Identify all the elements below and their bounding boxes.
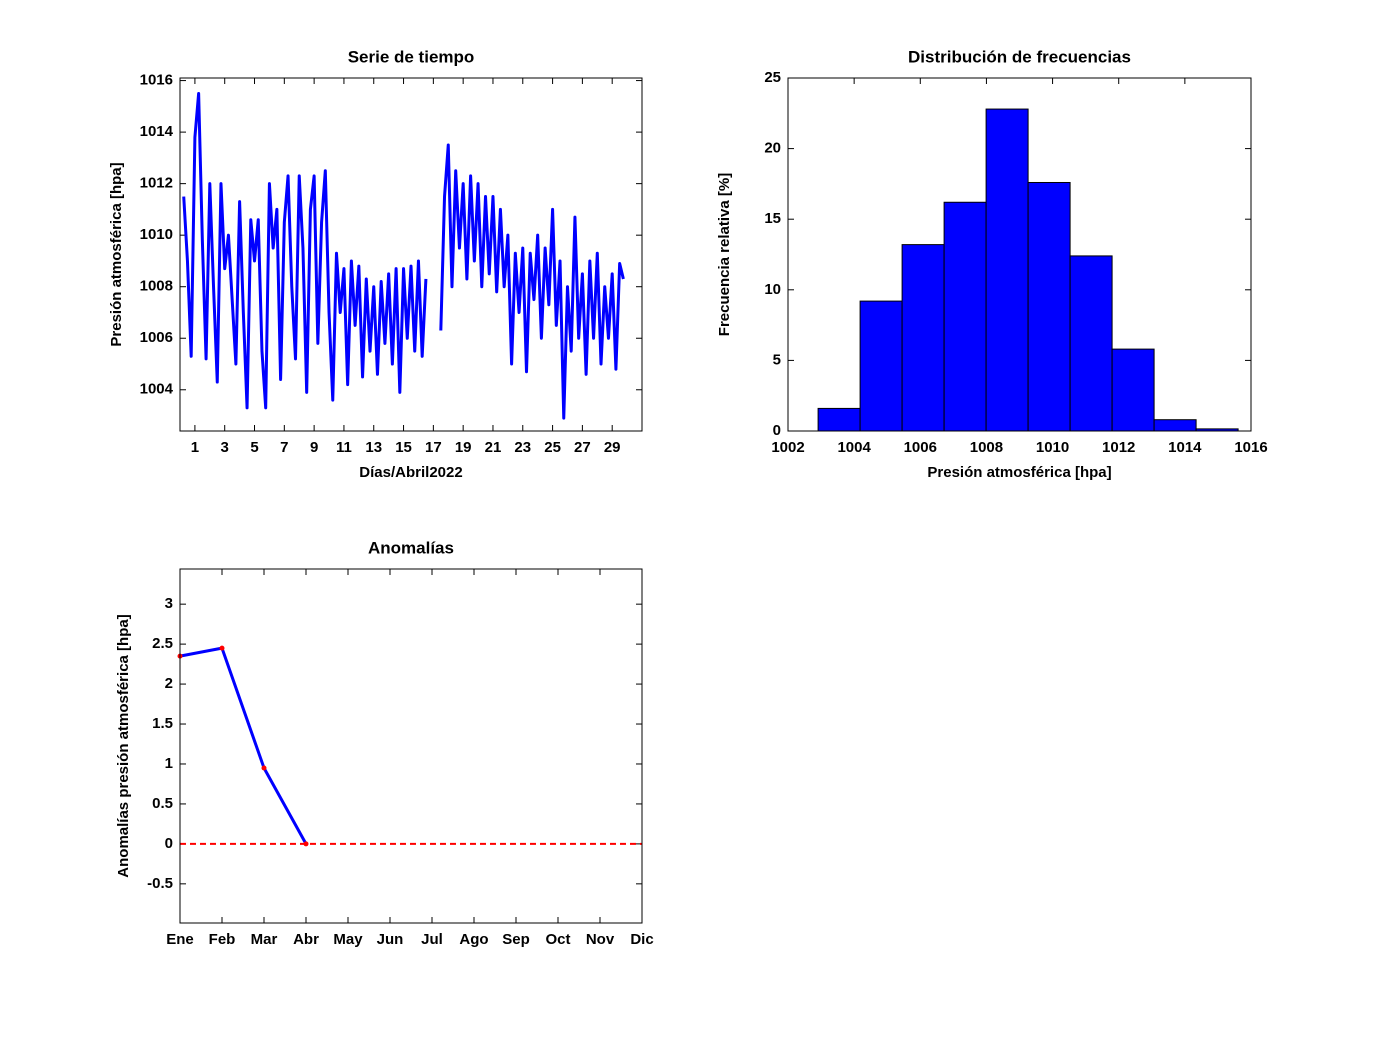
data-point [219, 645, 225, 651]
x-tick-label: Feb [209, 931, 236, 948]
data-line [182, 91, 625, 420]
x-tick-label: 27 [574, 439, 591, 456]
x-axis-label: Presión atmosférica [hpa] [927, 464, 1111, 481]
y-tick-label: 25 [764, 69, 781, 86]
y-tick-label: 20 [764, 140, 781, 157]
x-tick-label: 7 [280, 439, 288, 456]
x-tick-label: 23 [514, 439, 531, 456]
data-line [179, 646, 308, 845]
y-tick-label: 0 [165, 835, 173, 852]
x-tick-label: 1012 [1102, 439, 1135, 456]
x-tick-label: May [333, 931, 363, 948]
bar [1069, 255, 1113, 432]
x-tick-label: Ene [166, 931, 194, 948]
x-tick-label: 1010 [1036, 439, 1069, 456]
y-tick-label: 5 [773, 351, 781, 368]
y-tick-label: 3 [165, 595, 173, 612]
chart-title: Serie de tiempo [348, 47, 475, 66]
y-tick-label: 2.5 [152, 635, 173, 652]
bar [859, 300, 903, 432]
y-tick-label: 1 [165, 755, 173, 772]
x-tick-label: 19 [455, 439, 472, 456]
y-axis-label: Frecuencia relativa [%] [716, 173, 733, 336]
y-tick-label: -0.5 [147, 875, 173, 892]
y-axis-label: Anomalías presión atmosférica [hpa] [115, 614, 132, 877]
y-tick-label: 1008 [140, 278, 173, 295]
y-tick-label: 2 [165, 675, 173, 692]
x-tick-label: Sep [502, 931, 530, 948]
y-tick-label: 0 [773, 422, 781, 439]
axes-frame [787, 77, 1252, 432]
x-tick-label: 1008 [970, 439, 1003, 456]
chart-title: Distribución de frecuencias [908, 47, 1131, 66]
x-tick-label: 25 [544, 439, 561, 456]
bar [943, 201, 987, 432]
data-point [261, 765, 267, 771]
y-tick-label: 1.5 [152, 715, 173, 732]
x-tick-label: 1004 [837, 439, 871, 456]
bar [1027, 181, 1071, 432]
y-tick-label: 1012 [140, 175, 173, 192]
y-tick-label: 1006 [140, 329, 173, 346]
y-tick-label: 1010 [140, 226, 173, 243]
bar [901, 244, 945, 432]
x-tick-label: 1002 [771, 439, 804, 456]
x-tick-label: 15 [395, 439, 412, 456]
x-tick-label: 5 [250, 439, 258, 456]
x-tick-label: Dic [630, 931, 653, 948]
x-tick-label: Abr [293, 931, 319, 948]
x-tick-label: Jun [377, 931, 404, 948]
x-tick-label: Ago [459, 931, 488, 948]
bar [985, 108, 1029, 432]
y-axis-label: Presión atmosférica [hpa] [108, 162, 125, 346]
x-tick-label: 1014 [1168, 439, 1202, 456]
x-tick-label: 13 [365, 439, 382, 456]
x-tick-label: Jul [421, 931, 443, 948]
bar [1153, 419, 1197, 432]
data-point [303, 841, 309, 847]
x-tick-label: 11 [336, 439, 352, 456]
x-axis-label: Días/Abril2022 [359, 464, 462, 481]
x-tick-label: Nov [586, 931, 615, 948]
x-tick-label: 17 [425, 439, 442, 456]
bar [817, 407, 861, 432]
x-tick-label: 1006 [904, 439, 937, 456]
x-tick-label: 1 [191, 439, 199, 456]
axes-frame [179, 568, 643, 924]
y-tick-label: 1016 [140, 72, 173, 89]
y-tick-label: 1014 [140, 123, 174, 140]
y-tick-label: 0.5 [152, 795, 173, 812]
x-tick-label: 9 [310, 439, 318, 456]
y-tick-label: 10 [764, 281, 781, 298]
x-tick-label: 1016 [1234, 439, 1267, 456]
x-tick-label: 21 [485, 439, 502, 456]
x-tick-label: Oct [545, 931, 570, 948]
axes-frame [179, 77, 643, 432]
bar [1111, 348, 1155, 432]
y-tick-label: 15 [764, 210, 781, 227]
x-tick-label: Mar [251, 931, 278, 948]
y-tick-label: 1004 [140, 381, 174, 398]
chart-title: Anomalías [368, 538, 454, 557]
x-tick-label: 29 [604, 439, 621, 456]
x-tick-label: 3 [221, 439, 229, 456]
plot-area [180, 569, 642, 923]
